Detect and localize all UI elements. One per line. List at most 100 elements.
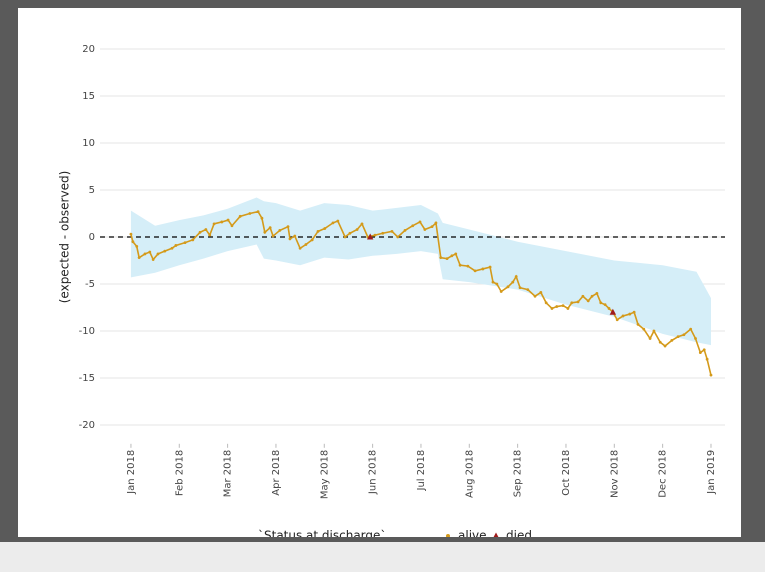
point-alive (316, 229, 320, 233)
point-alive (238, 214, 242, 218)
point-alive (488, 265, 492, 269)
point-alive (514, 275, 518, 278)
point-alive (698, 351, 702, 355)
x-tick-label: Feb 2018 (174, 450, 185, 496)
point-alive (632, 310, 636, 314)
y-tick-label: 20 (82, 44, 95, 55)
point-alive (676, 335, 680, 339)
x-tick-label: Mar 2018 (223, 450, 234, 498)
point-alive (373, 233, 377, 237)
y-tick-label: -20 (79, 420, 95, 431)
point-alive (581, 294, 585, 298)
point-alive (148, 250, 152, 254)
y-tick-label: -15 (79, 373, 95, 384)
point-alive (658, 340, 662, 344)
point-alive (151, 258, 155, 261)
point-alive (670, 339, 674, 342)
chart: (expected - observed) -20 -15 -10 -5 0 5 10 15 2… (58, 44, 725, 538)
point-alive (481, 267, 485, 271)
point-alive (156, 252, 160, 256)
point-alive (615, 318, 619, 322)
point-alive (628, 312, 632, 316)
point-alive (511, 280, 515, 284)
y-tick-label: 10 (82, 138, 95, 149)
x-tick-label: Aug 2018 (464, 450, 475, 498)
point-alive (423, 228, 427, 231)
point-died (609, 308, 617, 315)
y-tick-label: 5 (89, 185, 95, 196)
point-alive (518, 286, 522, 290)
point-alive (343, 235, 347, 239)
point-alive (561, 304, 565, 308)
y-tick-label: 0 (89, 232, 95, 243)
point-alive (271, 234, 275, 238)
point-alive (137, 256, 141, 260)
y-tick-label: -5 (85, 279, 95, 290)
point-alive (298, 246, 302, 250)
point-alive (348, 231, 352, 235)
point-alive (458, 263, 462, 267)
vlad-line (130, 210, 712, 376)
point-alive (390, 229, 394, 233)
point-alive (636, 323, 640, 326)
point-alive (220, 220, 224, 224)
x-tick-label: May 2018 (319, 450, 330, 499)
point-alive (278, 229, 282, 232)
x-tick-label: Jun 2018 (368, 450, 379, 495)
point-alive (607, 307, 611, 310)
point-alive (652, 329, 656, 333)
point-alive (689, 327, 693, 331)
point-alive (263, 230, 267, 234)
point-alive (174, 244, 178, 247)
control-band (130, 197, 711, 346)
point-alive (642, 327, 646, 331)
point-alive (550, 307, 554, 310)
point-alive (434, 221, 438, 225)
point-alive (256, 210, 260, 214)
point-alive (163, 249, 167, 253)
y-tick-label: -10 (79, 326, 95, 337)
point-alive (705, 357, 709, 361)
point-alive (466, 264, 470, 268)
point-alive (526, 288, 530, 292)
x-tick-label: Nov 2018 (609, 450, 620, 498)
legend-title: `Status at discharge` (258, 529, 386, 538)
point-alive (439, 256, 443, 260)
point-alive (143, 252, 147, 256)
y-axis-title: (expected - observed) (58, 171, 72, 304)
point-alive (599, 301, 603, 305)
point-alive (129, 232, 133, 236)
point-alive (499, 290, 503, 293)
x-tick-label: Jul 2018 (416, 450, 427, 492)
legend-marker (446, 534, 450, 537)
point-alive (570, 301, 574, 305)
point-alive (454, 252, 458, 256)
point-alive (323, 227, 327, 230)
point-alive (268, 226, 272, 230)
point-alive (331, 221, 335, 225)
point-alive (411, 224, 415, 228)
point-alive (310, 238, 314, 242)
point-alive (208, 233, 212, 237)
point-alive (286, 225, 290, 229)
point-alive (191, 238, 195, 242)
point-alive (183, 241, 187, 245)
chart-panel: (expected - observed) -20 -15 -10 -5 0 5 10 15 2… (18, 8, 741, 537)
point-alive (212, 222, 216, 226)
point-alive (450, 254, 454, 258)
point-alive (131, 240, 135, 244)
point-alive (418, 220, 422, 224)
point-alive (694, 337, 697, 340)
point-alive (590, 294, 594, 298)
point-alive (595, 292, 599, 295)
point-alive (293, 234, 297, 238)
point-alive (506, 285, 510, 289)
point-alive (533, 294, 537, 298)
point-alive (230, 224, 234, 228)
point-alive (403, 229, 407, 232)
legend-marker (493, 532, 499, 537)
point-alive (473, 269, 477, 273)
point-alive (663, 344, 667, 348)
x-tick-label: Jan 2019 (706, 450, 717, 495)
point-alive (709, 373, 713, 377)
